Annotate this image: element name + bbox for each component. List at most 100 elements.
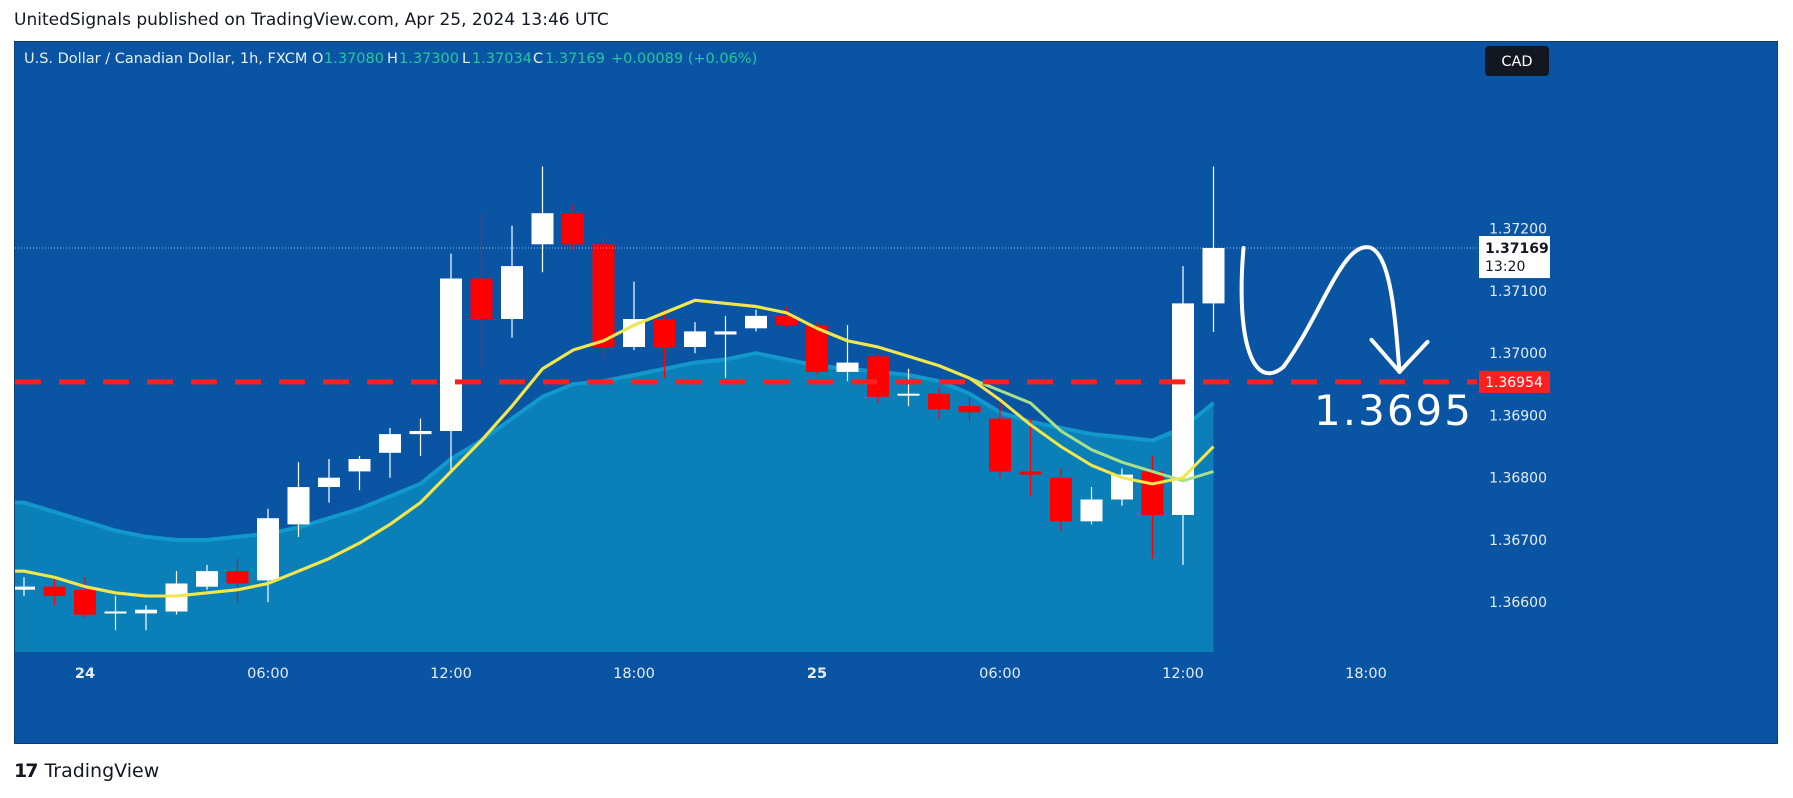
candle[interactable]: [1019, 418, 1042, 497]
candle[interactable]: [897, 368, 920, 407]
time-axis[interactable]: 24 06:00 12:00 18:00 25 06:00 12:00 18:00: [15, 652, 1777, 743]
candle[interactable]: [287, 462, 310, 537]
candle[interactable]: [257, 508, 279, 603]
symbol-legend: U.S. Dollar / Canadian Dollar, 1h, FXCM …: [24, 51, 757, 67]
time-tick-label: 18:00: [613, 666, 655, 682]
ohlc-l-label: L: [462, 51, 470, 67]
current-price-label[interactable]: 1.37169 13:20: [1479, 236, 1550, 279]
candle[interactable]: [409, 418, 432, 456]
candle-body: [15, 586, 35, 590]
candle[interactable]: [379, 427, 401, 478]
candle-body: [1202, 248, 1225, 304]
time-tick-label: 06:00: [979, 666, 1021, 682]
level-price-label[interactable]: 1.36954: [1479, 370, 1550, 393]
candle-body: [470, 278, 493, 319]
candle-body: [958, 406, 981, 413]
candle[interactable]: [1080, 487, 1103, 525]
annotation-label: 1.3695: [1314, 386, 1473, 435]
current-price-countdown: 13:20: [1485, 259, 1525, 275]
publisher-line: UnitedSignals published on TradingView.c…: [14, 10, 609, 30]
candle[interactable]: [928, 387, 950, 419]
candle-body: [592, 244, 615, 347]
candle[interactable]: [989, 399, 1011, 478]
candle-body: [379, 434, 401, 453]
candle[interactable]: [653, 309, 676, 379]
chart-panel[interactable]: 1.3695 1.37200 1.37100 1.37000 1.36900 1.368…: [14, 41, 1778, 744]
ema-band-area: [15, 353, 1214, 652]
candle-body: [653, 319, 676, 347]
candle-body: [409, 431, 432, 435]
candle[interactable]: [958, 396, 981, 422]
candle-body: [1172, 303, 1194, 515]
candle-body: [836, 362, 859, 372]
candle[interactable]: [745, 309, 767, 332]
time-tick-label: 06:00: [247, 666, 289, 682]
candle[interactable]: [531, 166, 554, 273]
ohlc-h-value: 1.37300: [399, 51, 459, 67]
candle[interactable]: [1172, 266, 1194, 565]
candle-body: [440, 278, 462, 431]
candle[interactable]: [1111, 468, 1133, 506]
candle[interactable]: [196, 564, 218, 590]
candle[interactable]: [867, 353, 889, 404]
candle-body: [775, 315, 798, 326]
candle[interactable]: [74, 577, 96, 618]
annotation-layer: 1.3695: [1239, 245, 1473, 435]
candlestick-chart[interactable]: 1.3695 1.37200 1.37100 1.37000 1.36900 1.368…: [15, 42, 1777, 743]
currency-badge-label: CAD: [1501, 54, 1532, 70]
ohlc-c-value: 1.37169: [545, 51, 605, 67]
candle[interactable]: [684, 322, 706, 354]
candle-body: [348, 459, 371, 472]
candle-body: [562, 213, 584, 245]
price-tick-label: 1.36700: [1489, 533, 1547, 549]
candle[interactable]: [806, 322, 828, 376]
candle[interactable]: [440, 253, 462, 472]
candle[interactable]: [775, 306, 798, 329]
candle[interactable]: [15, 577, 35, 596]
tradingview-logo[interactable]: 17 TradingView: [14, 760, 159, 782]
candle[interactable]: [836, 325, 859, 382]
price-tick-label: 1.36600: [1489, 595, 1547, 611]
candle-body: [74, 589, 96, 615]
candles-layer: [15, 166, 1225, 631]
candle-body: [43, 586, 66, 596]
candle-body: [867, 356, 889, 397]
candle[interactable]: [501, 225, 523, 338]
time-axis-bg: [15, 652, 1777, 743]
candle-body: [1050, 477, 1072, 522]
price-axis[interactable]: 1.37200 1.37100 1.37000 1.36900 1.36800 1.367…: [1479, 222, 1550, 611]
candle[interactable]: [1202, 166, 1225, 333]
candle-body: [531, 213, 554, 245]
tradingview-logo-text: TradingView: [44, 760, 160, 782]
candle[interactable]: [348, 455, 371, 491]
candle[interactable]: [104, 595, 127, 631]
level-price-value: 1.36954: [1485, 375, 1543, 391]
candle[interactable]: [1050, 468, 1072, 531]
time-tick-label: 18:00: [1345, 666, 1387, 682]
level-price-box: [1479, 370, 1550, 393]
ohlc-change: +0.00089 (+0.06%): [611, 51, 757, 67]
candle[interactable]: [226, 558, 249, 603]
candle-body: [501, 266, 523, 319]
candle[interactable]: [318, 459, 340, 503]
ohlc-o-value: 1.37080: [324, 51, 384, 67]
candle[interactable]: [714, 315, 737, 379]
candle-body: [745, 315, 767, 329]
candle-body: [714, 331, 737, 335]
candle-body: [1080, 499, 1103, 522]
currency-badge[interactable]: CAD: [1485, 46, 1549, 76]
price-tick-label: 1.37000: [1489, 346, 1547, 362]
candle[interactable]: [562, 203, 584, 251]
candle-body: [623, 319, 645, 347]
candle[interactable]: [43, 577, 66, 606]
candle[interactable]: [135, 605, 157, 631]
candle[interactable]: [470, 213, 493, 369]
candle-body: [196, 571, 218, 587]
price-tick-label: 1.36900: [1489, 408, 1547, 424]
candle[interactable]: [623, 281, 645, 351]
ohlc-o-label: O: [312, 51, 323, 67]
price-tick-label: 1.37100: [1489, 284, 1547, 300]
price-tick-label: 1.37200: [1489, 222, 1547, 238]
candle-body: [135, 609, 157, 614]
candle-body: [226, 571, 249, 584]
